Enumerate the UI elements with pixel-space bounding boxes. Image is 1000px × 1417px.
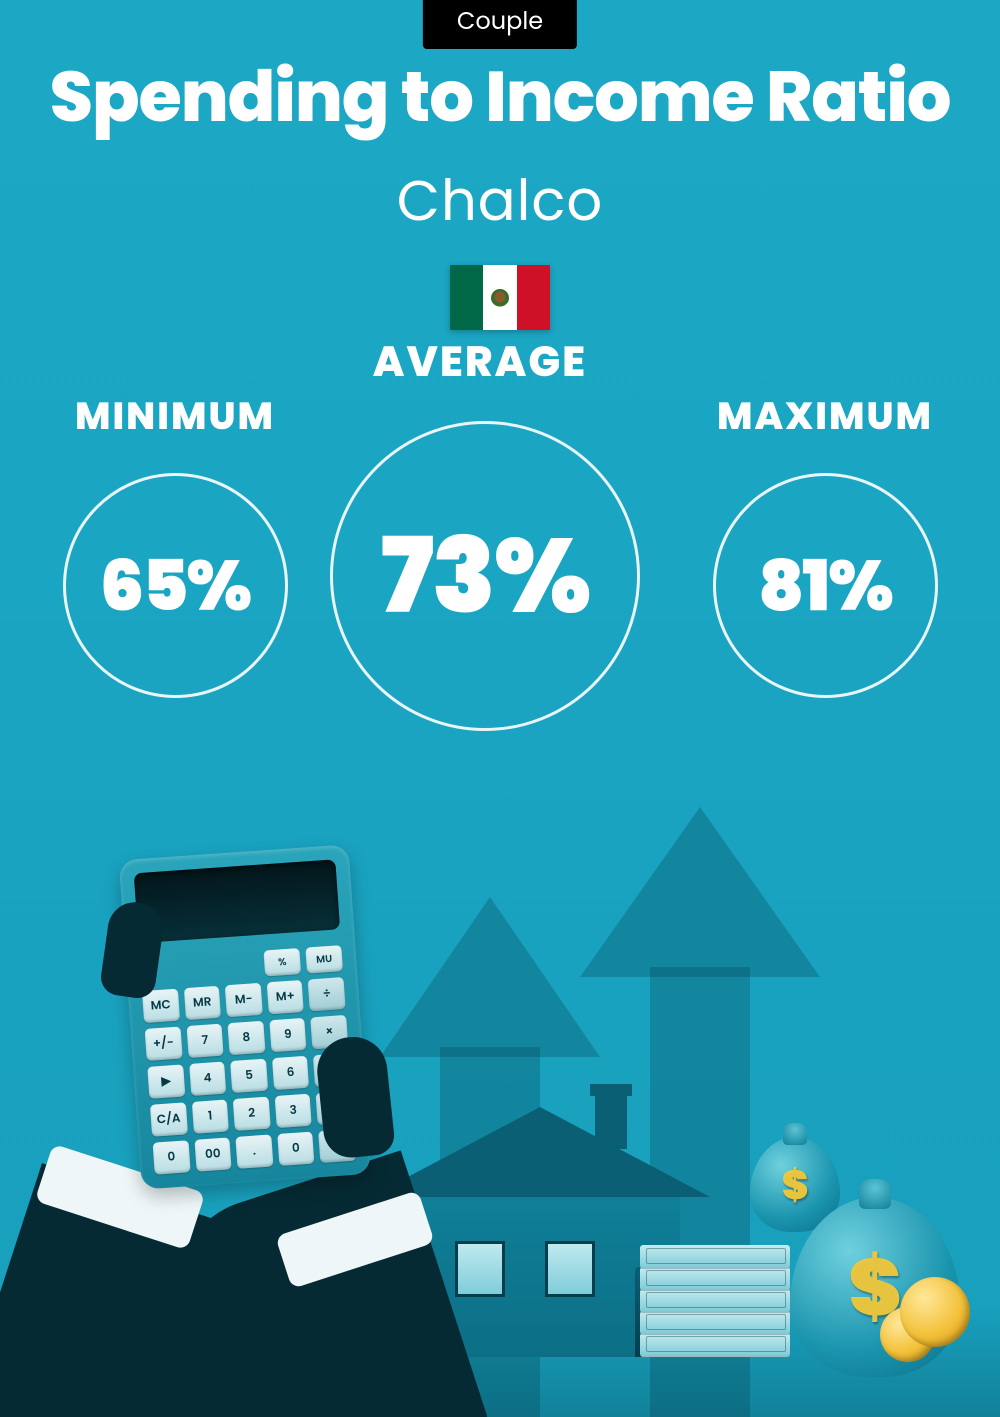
flag-stripe-white (483, 265, 516, 330)
stat-average: AVERAGE 73% (330, 330, 630, 731)
thumb-right (314, 1034, 396, 1161)
dollar-sign-icon: $ (782, 1155, 809, 1215)
calculator-key: 3 (274, 1094, 312, 1128)
money-bag-tie (859, 1179, 891, 1209)
stat-maximum-value: 81% (758, 533, 892, 639)
hands-holding-calculator-icon: % MU MCMRM-M+÷+/-789×▶456−C/A123+000.0= (0, 857, 460, 1417)
calculator-key: 1 (191, 1099, 229, 1133)
money-bag-tie (783, 1123, 807, 1145)
arrow-up-icon (580, 807, 820, 977)
stat-average-value: 73% (381, 499, 590, 654)
category-tag: Couple (423, 0, 577, 49)
calculator-key: 00 (194, 1137, 232, 1171)
cash-bill (640, 1333, 790, 1357)
calculator-key: M+ (266, 980, 304, 1014)
calculator-key: M- (225, 983, 263, 1017)
calculator-key: 9 (269, 1018, 307, 1052)
header: Spending to Income Ratio Chalco (0, 44, 1000, 330)
stat-minimum: MINIMUM 65% (50, 388, 300, 698)
stat-minimum-value: 65% (100, 533, 250, 639)
calculator-key: +/- (145, 1027, 183, 1061)
house-window (545, 1241, 595, 1297)
stats-row: MINIMUM 65% AVERAGE 73% MAXIMUM 81% (0, 330, 1000, 750)
stat-minimum-label: MINIMUM (50, 388, 300, 445)
page-title: Spending to Income Ratio (0, 44, 1000, 150)
flag-stripe-red (517, 265, 550, 330)
calculator-key: 7 (186, 1024, 224, 1058)
calculator-screen (134, 859, 340, 943)
stat-minimum-circle: 65% (63, 473, 288, 698)
calculator-key: % (263, 948, 301, 976)
calculator-key: MU (305, 945, 343, 973)
mexico-flag-icon (450, 265, 550, 330)
house-window (455, 1241, 505, 1297)
cash-bill (640, 1267, 790, 1291)
location-name: Chalco (0, 158, 1000, 243)
calculator-key: 8 (228, 1021, 266, 1055)
stat-average-label: AVERAGE (330, 330, 630, 393)
illustration: $ $ % MU MCMRM-M+÷+/-789×▶456−C/A123+000… (0, 777, 1000, 1417)
calculator-key: 4 (189, 1062, 227, 1096)
calculator-key: . (236, 1134, 274, 1168)
stat-average-circle: 73% (330, 421, 640, 731)
coin-icon (900, 1277, 970, 1347)
calculator-key: 0 (153, 1140, 191, 1174)
flag-stripe-green (450, 265, 483, 330)
stat-maximum: MAXIMUM 81% (700, 388, 950, 698)
stat-maximum-circle: 81% (713, 473, 938, 698)
cash-bill (640, 1311, 790, 1335)
calculator-key: 5 (230, 1059, 268, 1093)
calculator-key: C/A (150, 1102, 188, 1136)
cash-bill (640, 1245, 790, 1269)
sleeve-right (153, 1150, 487, 1417)
cash-bill (640, 1289, 790, 1313)
cash-stack-icon (640, 1207, 790, 1357)
calculator-key: MR (183, 986, 221, 1020)
calculator-key: 2 (233, 1097, 271, 1131)
calculator-key: 6 (272, 1056, 310, 1090)
stat-maximum-label: MAXIMUM (700, 388, 950, 445)
flag-emblem-icon (491, 289, 509, 307)
calculator-key: ▶ (147, 1064, 185, 1098)
calculator-key: ÷ (308, 977, 346, 1011)
calculator-key: 0 (277, 1132, 315, 1166)
